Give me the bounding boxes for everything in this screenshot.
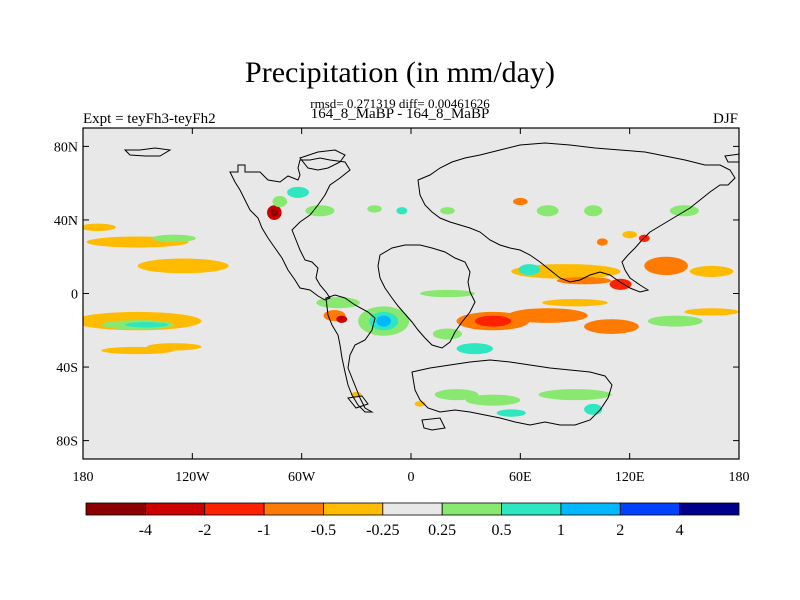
- colorbar-swatch: [619, 502, 681, 516]
- anomaly-patch: [669, 205, 699, 217]
- anomaly-patch: [432, 328, 463, 340]
- season-label: DJF: [712, 111, 738, 127]
- anomaly-patch: [336, 315, 348, 323]
- colorbar-swatch: [204, 502, 265, 516]
- axis-ticks: [82, 128, 740, 459]
- coastline-europe-asia: [417, 142, 736, 293]
- lat-tick-label: 80N: [54, 140, 78, 155]
- anomaly-patch: [647, 315, 703, 327]
- colorbar-swatch: [263, 502, 324, 516]
- lon-tick-label: 120E: [615, 470, 645, 485]
- anomaly-patch: [556, 276, 612, 285]
- colorbar-label: -1: [257, 522, 270, 539]
- map-background: [83, 128, 739, 459]
- colorbar-swatch: [560, 502, 621, 516]
- experiment-label: Expt = teyFh3-teyFh2: [83, 111, 216, 127]
- colorbar-label: -2: [198, 522, 211, 539]
- anomaly-patch: [474, 315, 512, 327]
- anomaly-patch: [137, 258, 229, 274]
- coastline-greenland: [299, 149, 346, 171]
- anomaly-patch: [146, 343, 202, 351]
- colorbar-label: -0.5: [311, 522, 336, 539]
- colorbar-swatch: [144, 502, 206, 516]
- lat-tick-label: 40N: [54, 214, 78, 229]
- lon-tick-label: 60W: [288, 470, 316, 485]
- anomaly-patch: [538, 389, 612, 401]
- anomaly-patch: [83, 223, 116, 231]
- anomaly-patch: [542, 299, 608, 307]
- colorbar-swatch: [382, 502, 443, 516]
- colorbar-swatch: [323, 502, 384, 516]
- anomaly-patch: [584, 205, 603, 217]
- anomaly-patch: [689, 265, 734, 277]
- coastline-island-pacific: [724, 153, 739, 163]
- anomaly-patch: [456, 343, 493, 355]
- colorbar-label: 1: [557, 522, 565, 539]
- anomaly-patch: [152, 234, 196, 243]
- lon-tick-label: 0: [408, 470, 415, 485]
- anomaly-patch: [287, 186, 309, 198]
- anomaly-patch: [507, 308, 588, 323]
- anomaly-patch: [622, 230, 637, 239]
- colorbar-label: 2: [616, 522, 624, 539]
- anomaly-patch: [305, 205, 335, 217]
- colorbar-label: 0.25: [428, 522, 456, 539]
- lon-tick-label: 120W: [175, 470, 210, 485]
- anomaly-patch: [272, 196, 288, 208]
- axis-tick-labels: 80N 40N 0 40S 80S 180 120W 60W 0 60E 120E 180: [54, 140, 750, 485]
- anomaly-patch: [536, 205, 559, 217]
- colorbar-swatch: [501, 502, 562, 516]
- anomaly-patch: [496, 409, 526, 417]
- colorbar-swatch: [679, 502, 740, 516]
- lat-tick-label: 80S: [56, 435, 78, 450]
- colorbar: -4 -2 -1 -0.5 -0.25 0.25 0.5 1 2 4: [85, 502, 740, 539]
- coastline-africa: [377, 244, 476, 349]
- experiment-subtitle: 164_8_MaBP - 164_8_MaBP: [310, 106, 490, 122]
- colorbar-label: -4: [139, 522, 152, 539]
- coastline-antarctic-ridge: [411, 359, 613, 426]
- anomaly-patch: [440, 207, 455, 215]
- anomaly-patch: [596, 238, 608, 246]
- lon-tick-label: 180: [73, 470, 94, 485]
- anomaly-patch: [376, 315, 391, 327]
- anomaly-patch: [684, 308, 739, 316]
- lat-tick-label: 0: [71, 288, 78, 303]
- anomaly-patch: [513, 197, 528, 206]
- colorbar-swatch: [441, 502, 502, 516]
- coastline-island-south: [421, 417, 446, 431]
- colorbar-label: -0.25: [366, 522, 399, 539]
- anomaly-patch: [609, 278, 632, 290]
- anomaly-patch: [367, 205, 382, 213]
- anomaly-patch: [518, 264, 541, 276]
- anomaly-layer: [83, 186, 739, 417]
- anomaly-patch: [584, 319, 639, 334]
- anomaly-patch: [420, 289, 475, 298]
- plot-title: Precipitation (in mm/day): [245, 56, 555, 89]
- coastline-island-arctic: [123, 147, 172, 157]
- coastline-north-america: [229, 157, 351, 301]
- rmsd-diff-stats: rmsd= 0.271319 diff= 0.00461626: [310, 96, 490, 111]
- anomaly-patch: [124, 322, 169, 328]
- coastline-layer: [123, 142, 739, 431]
- anomaly-patch: [434, 389, 479, 401]
- anomaly-patch: [396, 207, 408, 215]
- colorbar-swatch: [85, 502, 146, 516]
- colorbar-label: 4: [676, 522, 684, 539]
- anomaly-patch: [584, 403, 603, 415]
- colorbar-label: 0.5: [492, 522, 512, 539]
- coastline-south-america: [325, 294, 376, 413]
- lon-tick-label: 180: [729, 470, 750, 485]
- lon-tick-label: 60E: [509, 470, 532, 485]
- anomaly-patch: [465, 394, 521, 406]
- anomaly-patch: [270, 208, 278, 217]
- coastline-island-madagascar: [347, 395, 369, 409]
- anomaly-patch: [644, 256, 688, 276]
- lat-tick-label: 40S: [56, 361, 78, 376]
